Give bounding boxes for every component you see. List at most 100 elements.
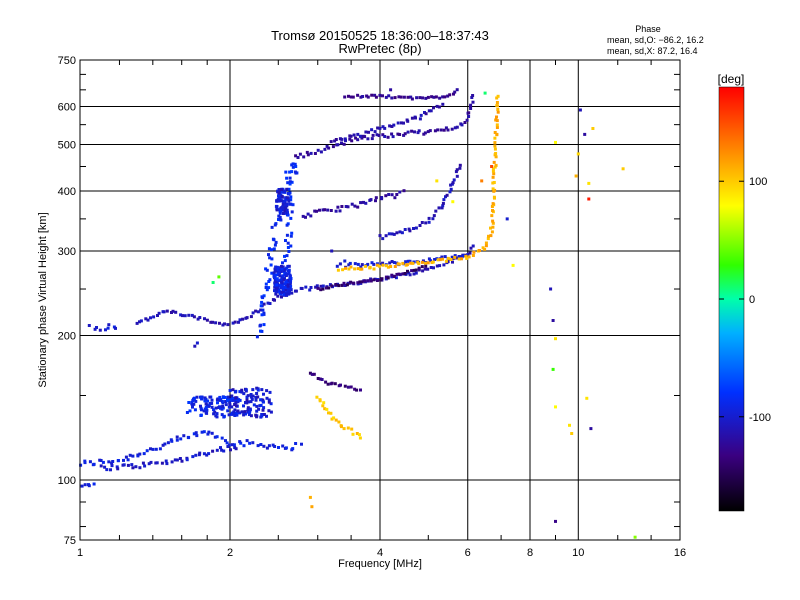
echo-point (202, 452, 206, 456)
echo-point (277, 266, 281, 270)
echo-point (179, 437, 183, 441)
echo-point (151, 447, 155, 451)
echo-point (342, 142, 346, 146)
echo-point (433, 258, 437, 261)
echo-point (205, 408, 209, 412)
echo-point (289, 202, 293, 206)
echo-point (287, 187, 291, 191)
echo-point (386, 265, 390, 269)
echo-point (288, 273, 292, 277)
echo-point (367, 130, 370, 134)
echo-point (430, 95, 434, 99)
echo-point (414, 226, 418, 230)
echo-point (216, 397, 220, 401)
echo-point (409, 261, 413, 265)
echo-point (408, 273, 412, 277)
echo-point (301, 214, 305, 218)
echo-point (204, 397, 208, 401)
echo-point (370, 137, 374, 141)
echo-point (314, 285, 318, 289)
echo-point (101, 460, 105, 464)
echo-point (281, 202, 285, 206)
echo-point (262, 302, 266, 306)
echo-point (98, 328, 102, 332)
echo-point (208, 395, 212, 399)
echo-point (340, 425, 343, 429)
echo-point (285, 233, 289, 237)
echo-point (359, 95, 363, 99)
echo-point (306, 153, 310, 157)
echo-point (342, 281, 346, 285)
echo-point (267, 398, 271, 402)
echo-point (224, 439, 227, 443)
grid (80, 60, 680, 540)
echo-point (79, 463, 83, 467)
echo-point (446, 260, 450, 264)
echo-point (484, 241, 488, 245)
echo-point (227, 413, 231, 417)
echo-point (265, 268, 269, 272)
echo-point (591, 127, 595, 130)
echo-point (231, 412, 235, 416)
echo-point (234, 396, 238, 400)
echo-point (589, 427, 593, 431)
echo-point (103, 465, 107, 469)
echo-point (256, 444, 260, 448)
echo-point (145, 449, 149, 453)
echo-point (368, 265, 372, 269)
echo-point (252, 403, 256, 407)
echo-point (282, 285, 286, 289)
echo-point (280, 283, 284, 287)
echo-point (377, 264, 381, 268)
echo-point (178, 457, 182, 460)
echo-point (190, 313, 194, 317)
echo-point (243, 410, 247, 414)
echo-point (142, 452, 146, 456)
echo-point (458, 163, 462, 167)
echo-point (441, 102, 445, 106)
echo-point (210, 431, 214, 435)
echo-point (285, 293, 289, 297)
x-tick-label: 1 (77, 547, 83, 559)
echo-point (280, 267, 284, 271)
echo-point (294, 165, 298, 168)
echo-point (402, 133, 406, 137)
echo-point (427, 109, 431, 113)
echo-point (409, 95, 413, 99)
echo-point (380, 196, 384, 199)
echo-point (242, 413, 246, 417)
echo-point (256, 310, 260, 314)
echo-point (457, 255, 461, 258)
echo-point (206, 399, 210, 403)
echo-point (199, 404, 202, 408)
echo-point (420, 221, 424, 224)
y-tick-label: 400 (58, 186, 76, 198)
echo-point (323, 147, 327, 151)
echo-point (261, 308, 265, 312)
echo-point (390, 125, 394, 128)
echo-point (212, 408, 215, 412)
echo-point (309, 151, 313, 155)
echo-point (262, 312, 266, 316)
echo-point (450, 182, 454, 186)
echo-point (281, 261, 284, 265)
echo-point (375, 279, 379, 282)
echo-point (490, 214, 494, 218)
echo-point (349, 265, 353, 269)
echo-point (424, 112, 428, 116)
echo-point (185, 458, 189, 462)
echo-point (350, 427, 354, 431)
echo-point (231, 321, 235, 325)
echo-point (365, 94, 369, 98)
echo-point (267, 286, 271, 290)
echo-point (357, 433, 361, 437)
echo-point (139, 319, 143, 323)
echo-point (398, 190, 402, 194)
echo-point (179, 313, 183, 317)
echo-point (284, 205, 288, 209)
echo-point (384, 95, 388, 99)
echo-point (352, 133, 356, 137)
echo-point (277, 199, 281, 203)
echo-point (138, 452, 142, 456)
echo-point (262, 413, 266, 416)
